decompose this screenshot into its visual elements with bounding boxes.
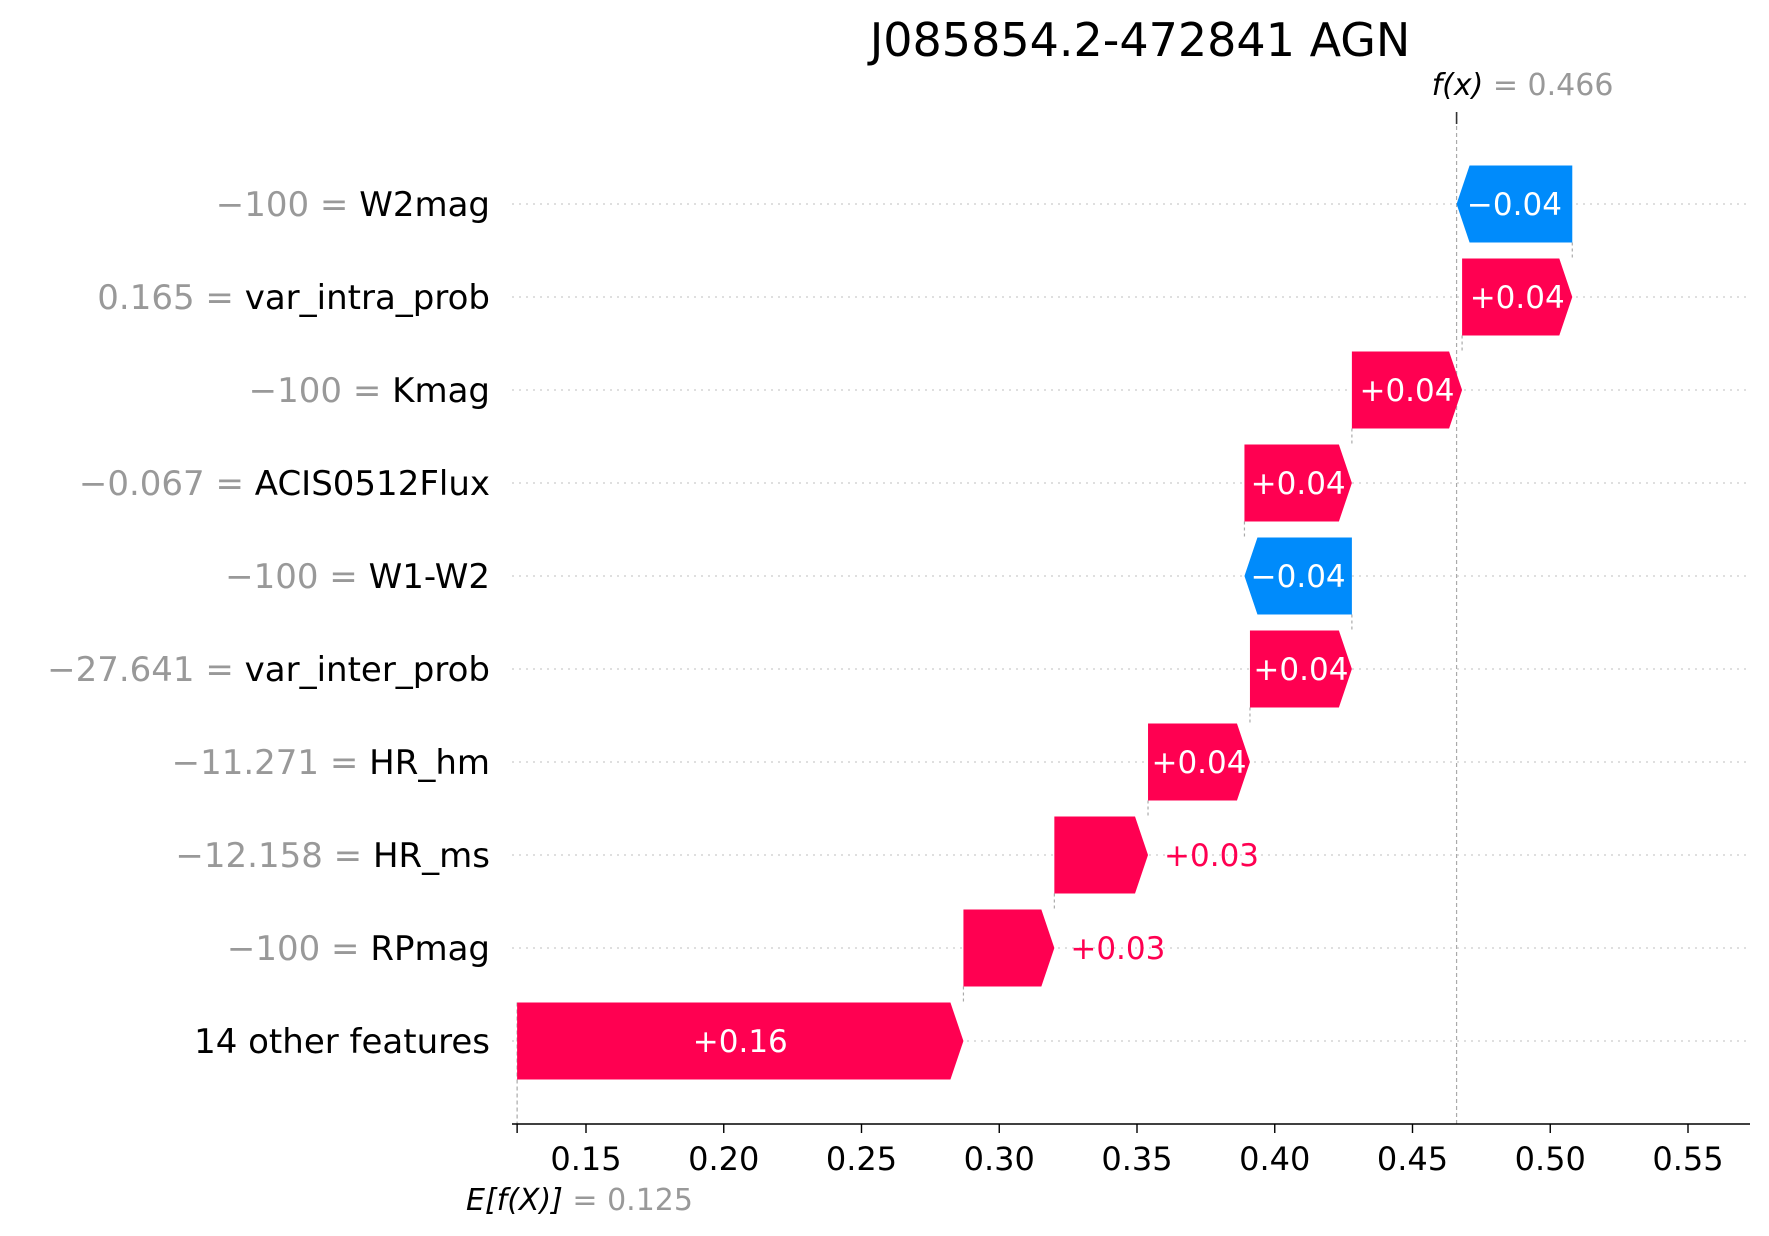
x-tick-label: 0.45: [1377, 1140, 1448, 1178]
feature-bar-14-other-features: [517, 1002, 964, 1080]
x-tick-label: 0.40: [1239, 1140, 1310, 1178]
feature-bar-w1-w2: [1244, 537, 1352, 615]
feature-label: −100 = RPmag: [227, 929, 490, 969]
feature-label: −0.067 = ACIS0512Flux: [79, 464, 490, 504]
feature-name: HR_ms: [373, 836, 490, 876]
base-value-label: E[f(X)]: [466, 1183, 572, 1218]
base-value-number: = 0.125: [572, 1183, 693, 1218]
feature-labels: −100 = W2mag 0.165 = var_intra_prob −100 =…: [47, 185, 490, 1062]
feature-bar-kmag: [1351, 351, 1463, 429]
final-value-number: = 0.466: [1493, 68, 1614, 103]
feature-bars: [517, 165, 1573, 1080]
bar-value-label: +0.04: [1251, 466, 1346, 502]
value-annotations: −0.04 +0.04 +0.04 +0.04 −0.04 +0.04 +0.04 +0.03…: [466, 68, 1613, 1218]
x-axis: 0.15 0.20 0.25 0.30 0.35 0.40 0.45 0.50 0.55: [512, 1123, 1750, 1178]
feature-value: −12.158 =: [175, 836, 373, 876]
bar-value-label: +0.04: [1253, 652, 1348, 688]
feature-name: W2mag: [359, 185, 490, 225]
feature-bar-var-inter-prob: [1249, 630, 1352, 708]
feature-label: 14 other features: [194, 1022, 490, 1062]
feature-label: −11.271 = HR_hm: [172, 743, 490, 783]
feature-label: −100 = W2mag: [216, 185, 490, 225]
feature-label: −12.158 = HR_ms: [175, 836, 490, 876]
feature-bar-var-intra-prob: [1462, 258, 1573, 336]
bar-value-label: +0.04: [1470, 280, 1565, 316]
feature-name: var_intra_prob: [245, 278, 490, 318]
feature-bar-rpmag: [963, 909, 1055, 987]
feature-name: ACIS0512Flux: [255, 464, 490, 504]
x-tick-label: 0.35: [1101, 1140, 1172, 1178]
bar-value-label: +0.03: [1164, 838, 1259, 874]
feature-name: Kmag: [392, 371, 490, 411]
bar-value-label: −0.04: [1251, 559, 1346, 595]
bar-value-label: +0.04: [1151, 745, 1246, 781]
x-tick-label: 0.55: [1652, 1140, 1723, 1178]
feature-name: var_inter_prob: [245, 650, 490, 690]
feature-value: −27.641 =: [47, 650, 245, 690]
final-value-annotation: f(x) = 0.466: [1432, 68, 1614, 103]
bar-value-label: +0.03: [1070, 931, 1165, 967]
x-tick-label: 0.20: [688, 1140, 759, 1178]
feature-bar-hr-hm: [1148, 723, 1250, 801]
feature-label: −27.641 = var_inter_prob: [47, 650, 490, 690]
feature-value: −100 =: [216, 185, 360, 225]
x-tick-label: 0.50: [1515, 1140, 1586, 1178]
feature-value: −100 =: [249, 371, 393, 411]
reference-lines: [516, 112, 1573, 1124]
x-tick-label: 0.15: [550, 1140, 621, 1178]
feature-name: 14 other features: [194, 1022, 490, 1062]
feature-bar-w2mag: [1456, 165, 1573, 243]
feature-label: −100 = W1-W2: [225, 557, 490, 597]
base-value-annotation: E[f(X)] = 0.125: [466, 1183, 693, 1218]
x-tick-label: 0.30: [964, 1140, 1035, 1178]
bar-value-label: +0.04: [1359, 373, 1454, 409]
feature-label: 0.165 = var_intra_prob: [97, 278, 490, 318]
chart-title: J085854.2-472841 AGN: [867, 13, 1411, 67]
feature-bar-acis0512flux: [1244, 444, 1352, 522]
grid-lines: [512, 203, 1750, 1042]
feature-value: −100 =: [227, 929, 371, 969]
feature-value: −0.067 =: [79, 464, 255, 504]
feature-label: −100 = Kmag: [249, 371, 490, 411]
final-value-label: f(x): [1432, 68, 1493, 103]
feature-name: W1-W2: [369, 557, 490, 597]
bar-value-label: +0.16: [693, 1024, 788, 1060]
feature-name: RPmag: [370, 929, 490, 969]
feature-name: HR_hm: [369, 743, 490, 783]
feature-bar-hr-ms: [1054, 816, 1149, 894]
feature-value: −11.271 =: [172, 743, 370, 783]
x-tick-label: 0.25: [826, 1140, 897, 1178]
bar-value-label: −0.04: [1467, 187, 1562, 223]
feature-value: 0.165 =: [97, 278, 244, 318]
feature-value: −100 =: [225, 557, 369, 597]
